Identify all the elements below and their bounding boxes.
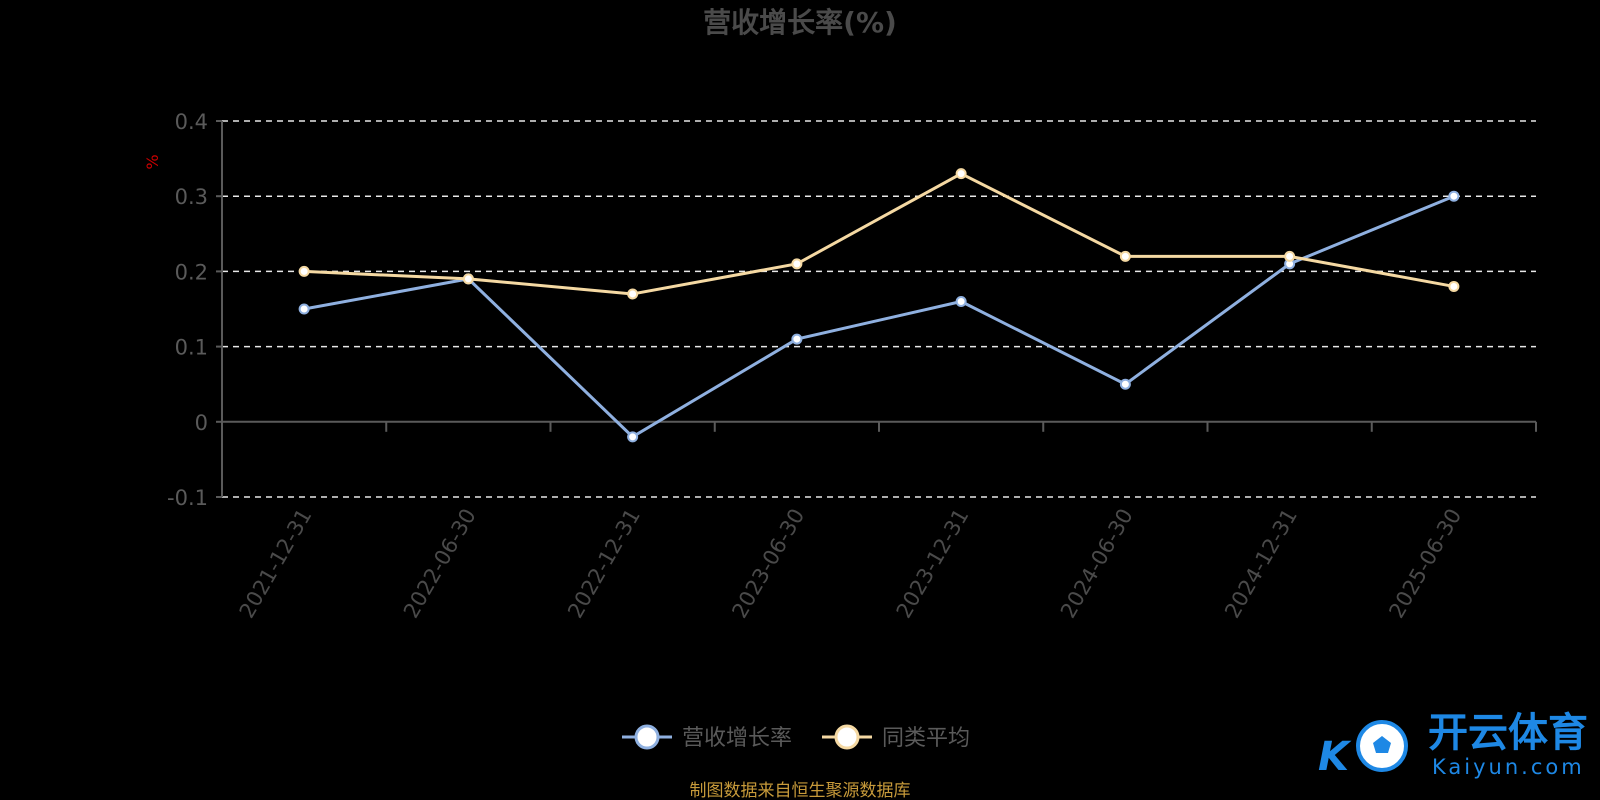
data-point-1[interactable] bbox=[1119, 250, 1131, 262]
series-line-1 bbox=[304, 171, 1455, 296]
y-tick-label: 0.1 bbox=[175, 336, 208, 360]
data-point-1[interactable] bbox=[1284, 250, 1296, 262]
data-point-1[interactable] bbox=[1448, 280, 1460, 292]
axes bbox=[216, 120, 1537, 498]
x-tick-label: 2024-12-31 bbox=[1220, 505, 1302, 623]
brand-name: 开云体育 bbox=[1428, 710, 1588, 756]
data-point-0[interactable] bbox=[1448, 190, 1460, 202]
soccer-ball-patch-icon bbox=[1373, 736, 1391, 753]
x-tick-labels: 2021-12-31 2022-06-30 2022-12-31 2023-06-30… bbox=[235, 505, 1467, 623]
brand-logo-letter: K bbox=[1318, 734, 1352, 780]
data-point-1[interactable] bbox=[298, 265, 310, 277]
data-point-1[interactable] bbox=[791, 258, 803, 270]
y-tick-label: 0.2 bbox=[175, 260, 208, 284]
data-point-0[interactable] bbox=[955, 295, 967, 307]
x-tick-label: 2024-06-30 bbox=[1056, 505, 1138, 623]
grid-lines bbox=[222, 120, 1536, 498]
chart-title: 营收增长率(%) bbox=[703, 6, 897, 39]
x-tick-label: 2022-06-30 bbox=[399, 505, 481, 623]
x-tick-label: 2023-12-31 bbox=[892, 505, 974, 623]
y-tick-label: -0.1 bbox=[167, 486, 208, 510]
data-point-1[interactable] bbox=[462, 273, 474, 285]
x-tick-label: 2021-12-31 bbox=[235, 505, 317, 623]
legend-marker bbox=[634, 724, 660, 750]
series-lines bbox=[298, 168, 1460, 443]
data-point-0[interactable] bbox=[791, 333, 803, 345]
y-tick-labels: -0.1 0 0.1 0.2 0.3 0.4 bbox=[167, 110, 208, 510]
brand-logo: K 开云体育 Kaiyun.com bbox=[1318, 710, 1588, 780]
data-point-1[interactable] bbox=[955, 168, 967, 180]
legend-label-0[interactable]: 营收增长率 bbox=[682, 726, 792, 751]
series-line-0 bbox=[303, 194, 1455, 439]
y-tick-label: 0.3 bbox=[175, 185, 208, 209]
data-point-0[interactable] bbox=[627, 431, 639, 443]
source-note: 制图数据来自恒生聚源数据库 bbox=[690, 781, 911, 800]
data-point-0[interactable] bbox=[298, 303, 310, 315]
y-tick-label: 0 bbox=[195, 411, 208, 435]
y-tick-label: 0.4 bbox=[175, 110, 208, 134]
x-tick-label: 2025-06-30 bbox=[1384, 505, 1466, 623]
data-point-0[interactable] bbox=[1119, 378, 1131, 390]
data-point-1[interactable] bbox=[627, 288, 639, 300]
legend-marker bbox=[834, 724, 860, 750]
legend-label-1[interactable]: 同类平均 bbox=[882, 726, 970, 751]
x-tick-label: 2023-06-30 bbox=[727, 505, 809, 623]
y-axis-unit-label: % bbox=[143, 154, 162, 169]
x-tick-label: 2022-12-31 bbox=[563, 505, 645, 623]
brand-domain: Kaiyun.com bbox=[1432, 755, 1585, 779]
legend: 营收增长率 同类平均 bbox=[622, 724, 970, 751]
